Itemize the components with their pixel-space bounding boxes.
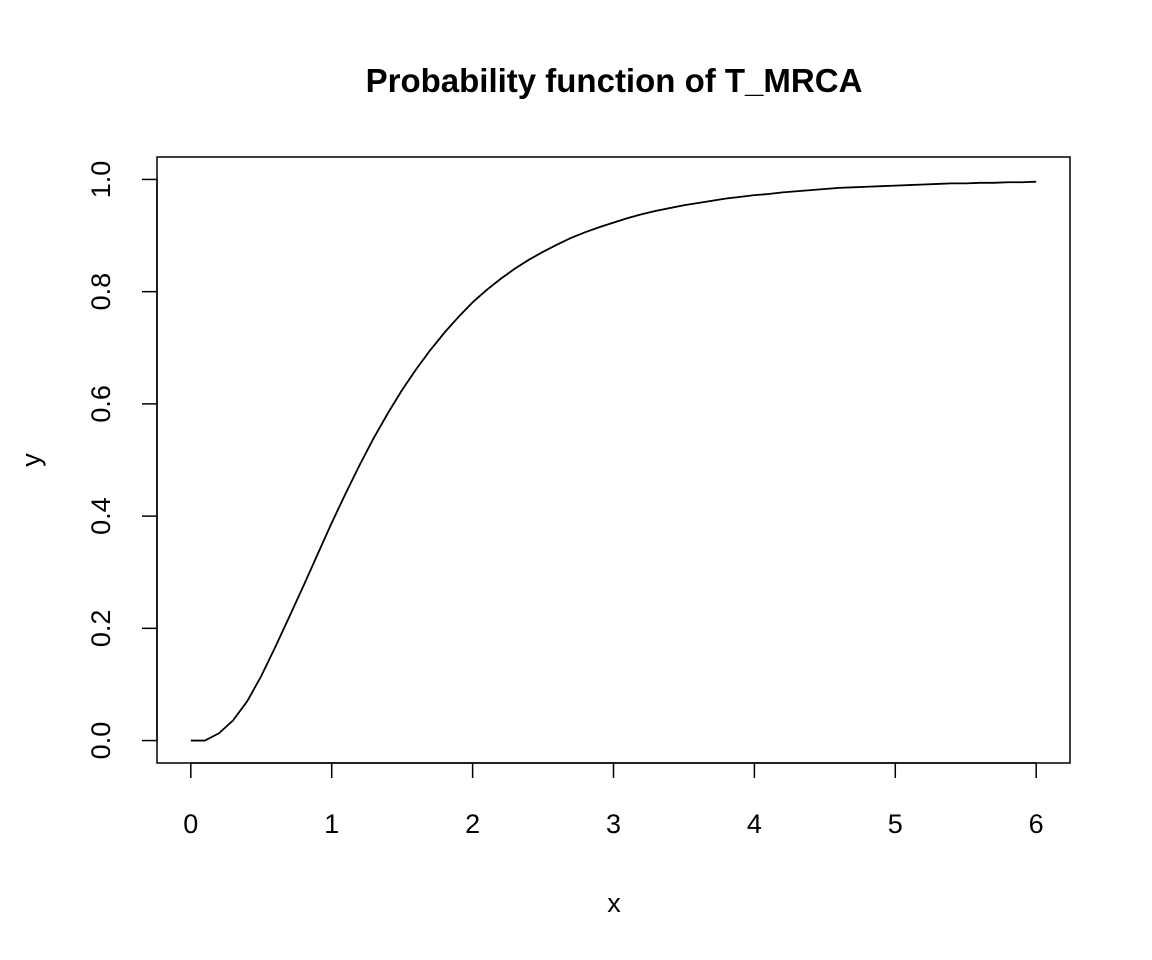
x-axis-label: x: [607, 888, 621, 918]
y-tick-label: 0.0: [86, 722, 116, 760]
x-axis: 0 1 2 3 4 5 6: [183, 762, 1044, 839]
y-tick-label: 0.8: [86, 273, 116, 311]
y-axis: 0.0 0.2 0.4 0.6 0.8 1.0: [86, 161, 158, 760]
x-tick-label: 1: [324, 809, 339, 839]
chart-title: Probability function of T_MRCA: [366, 62, 863, 99]
plot-lines: [190, 180, 1037, 742]
x-tick-label: 5: [888, 809, 903, 839]
plot-frame: [156, 156, 1071, 764]
y-tick-label: 0.4: [86, 497, 116, 535]
y-tick-label: 1.0: [86, 161, 116, 199]
y-tick-label: 0.6: [86, 385, 116, 423]
x-tick-label: 4: [747, 809, 762, 839]
x-tick-label: 2: [465, 809, 480, 839]
x-tick-label: 3: [606, 809, 621, 839]
y-axis-label: y: [16, 453, 46, 467]
x-tick-label: 0: [183, 809, 198, 839]
y-tick-label: 0.2: [86, 610, 116, 648]
x-tick-label: 6: [1029, 809, 1044, 839]
series-line: [190, 180, 1037, 742]
